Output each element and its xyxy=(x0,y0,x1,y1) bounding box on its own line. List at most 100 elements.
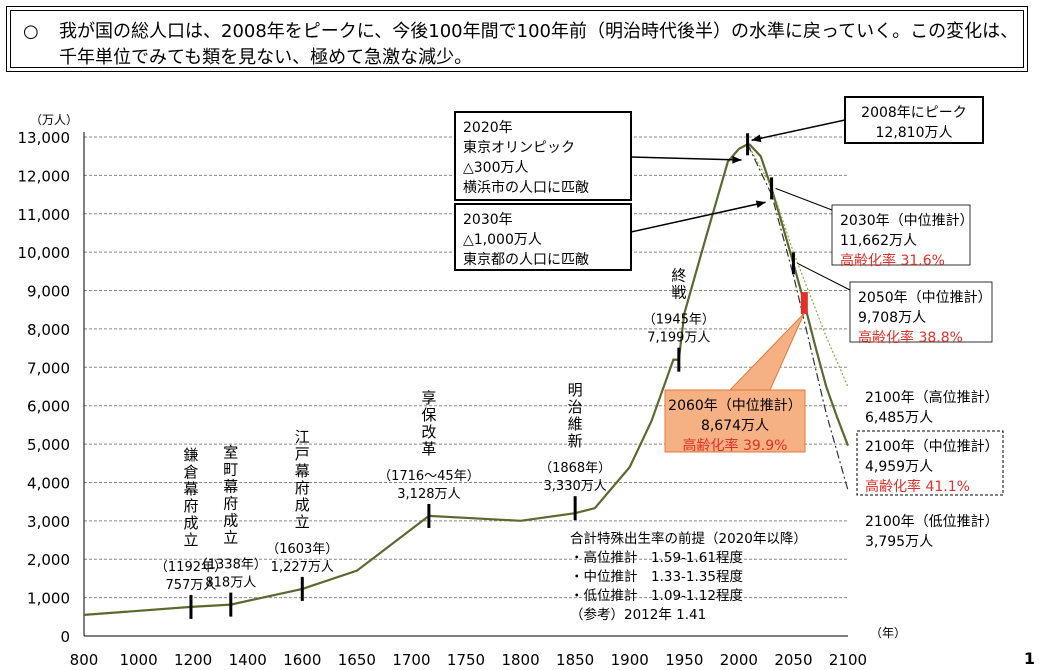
callout-box-mid2100 xyxy=(856,430,1004,496)
y-tick-label: 7,000 xyxy=(27,359,70,377)
event-label-char: 立 xyxy=(295,513,310,531)
x-tick-label: 800 xyxy=(70,651,99,669)
event-label-char: 革 xyxy=(421,440,436,458)
event-label-char: 府 xyxy=(223,495,238,513)
callout-text-olympic: △300万人 xyxy=(463,160,529,176)
event-label-char: 成 xyxy=(183,514,198,532)
callout-text-proj2050: 高齢化率 38.8% xyxy=(858,329,963,346)
callout-box-proj2030 xyxy=(831,204,971,266)
x-tick-label: 1600 xyxy=(283,651,321,669)
callout-box-proj2050 xyxy=(849,281,993,343)
fertility-note-line: ・高位推計 1.59-1.61程度 xyxy=(570,549,743,566)
callout-text-y2030_box: 2030年 xyxy=(463,212,513,228)
callout-text-proj2030: 高齢化率 31.6% xyxy=(840,252,945,269)
callout-box-proj2060 xyxy=(664,389,806,453)
fertility-note-line: 合計特殊出生率の前提（2020年以降） xyxy=(570,530,807,547)
event-sub-text: （1192年） xyxy=(155,560,227,575)
y-tick-label: 9,000 xyxy=(27,283,70,301)
callout-text-mid2100: 2100年（中位推計） xyxy=(865,439,999,455)
callout-text-proj2030: 2030年（中位推計） xyxy=(840,213,974,229)
callout-text-high2100: 2100年（高位推計） xyxy=(865,389,999,406)
event-label-char: 成 xyxy=(295,496,310,514)
y-tick-label: 0 xyxy=(60,628,70,646)
arrow-peak-head xyxy=(751,134,762,143)
event-sub-text: （1945年） xyxy=(643,313,715,328)
y-tick-label: 11,000 xyxy=(18,206,71,224)
callout-text-y2030_box: △1,000万人 xyxy=(463,232,542,248)
event-sub-text: 7,199万人 xyxy=(647,331,710,346)
event-label-char: 室 xyxy=(223,444,238,462)
x-tick-label: 2100 xyxy=(829,651,867,669)
event-label-char: 成 xyxy=(223,512,238,530)
event-label-char: 幕 xyxy=(223,478,238,496)
event-sub-text: 757万人 xyxy=(166,578,217,593)
callout-text-proj2060: 2060年（中位推計） xyxy=(668,398,802,414)
arrow-2030-head xyxy=(755,200,766,209)
event-label-char: 終 xyxy=(671,267,686,285)
event-label-char: 治 xyxy=(568,398,583,416)
event-sub-text: 3,128万人 xyxy=(397,487,460,502)
event-label-char: 府 xyxy=(183,497,198,515)
callout-text-olympic: 東京オリンピック xyxy=(463,140,575,156)
event-label-char: 享 xyxy=(421,389,436,407)
y-tick-label: 4,000 xyxy=(27,474,70,492)
x-tick-label: 1950 xyxy=(665,651,703,669)
x-tick-label: 2000 xyxy=(720,651,758,669)
arrow-olympic xyxy=(630,156,742,161)
event-label-char: 戦 xyxy=(671,284,686,302)
event-label-char: 鎌 xyxy=(183,446,198,464)
callout-2060-pointer xyxy=(728,312,805,391)
event-label-char: 維 xyxy=(568,415,583,433)
y-tick-label: 2,000 xyxy=(27,551,70,569)
callout-text-mid2100: 高齢化率 41.1% xyxy=(865,478,970,495)
series-line-actual xyxy=(83,143,850,616)
callout-text-proj2050: 2050年（中位推計） xyxy=(858,290,992,306)
callout-text-proj2060: 高齢化率 39.9% xyxy=(683,437,788,454)
x-tick-label: 2050 xyxy=(774,651,812,669)
event-label-char: 府 xyxy=(295,479,310,497)
callout-text-proj2030: 11,662万人 xyxy=(840,233,917,249)
x-tick-label: 1650 xyxy=(338,651,376,669)
arrow-peak xyxy=(751,119,846,142)
x-tick-label: 1850 xyxy=(556,651,594,669)
y-tick-label: 12,000 xyxy=(18,167,71,185)
series-line-high xyxy=(747,144,849,388)
y-axis-label: （万人） xyxy=(30,113,78,127)
callout-text-high2100: 6,485万人 xyxy=(865,410,933,426)
headline-box: ○ 我が国の総人口は、2008年をピークに、今後100年間で100年前（明治時代… xyxy=(6,6,1028,72)
x-axis-label: （年） xyxy=(870,626,906,640)
y-tick-label: 6,000 xyxy=(27,398,70,416)
callout-box-y2030_box xyxy=(454,203,632,271)
callout-text-olympic: 2020年 xyxy=(463,120,513,136)
callout-text-low2100: 3,795万人 xyxy=(865,534,933,550)
event-label-char: 戸 xyxy=(295,445,310,463)
event-label-char: 倉 xyxy=(183,463,198,481)
y-tick-label: 13,000 xyxy=(18,129,71,147)
arrow-olympic-head xyxy=(732,155,742,164)
event-sub-text: （1716～45年） xyxy=(378,469,480,484)
event-sub-text: 818万人 xyxy=(205,576,256,591)
y-tick-label: 3,000 xyxy=(27,513,70,531)
y-tick-label: 10,000 xyxy=(18,244,71,262)
event-sub-text: （1603年） xyxy=(266,542,338,557)
callout-box-high2100 xyxy=(856,381,996,427)
y-tick-label: 1,000 xyxy=(27,590,70,608)
callout-box-low2100 xyxy=(856,505,996,551)
x-tick-label: 1200 xyxy=(174,651,212,669)
leader-2030 xyxy=(775,187,833,211)
event-label-char: 明 xyxy=(568,381,583,399)
callout-text-mid2100: 4,959万人 xyxy=(865,459,933,475)
arrow-2030 xyxy=(630,201,766,233)
event-sub-text: （1338年） xyxy=(195,558,267,573)
callout-text-proj2060: 8,674万人 xyxy=(701,418,769,434)
x-tick-label: 1700 xyxy=(392,651,430,669)
event-label-char: 立 xyxy=(223,529,238,547)
y-tick-label: 5,000 xyxy=(27,436,70,454)
callout-text-low2100: 2100年（低位推計） xyxy=(865,514,999,530)
event-label-char: 新 xyxy=(568,432,583,450)
callout-text-proj2050: 9,708万人 xyxy=(858,310,926,326)
headline-text: 我が国の総人口は、2008年をピークに、今後100年間で100年前（明治時代後半… xyxy=(59,21,1019,68)
fertility-note-line: （参考）2012年 1.41 xyxy=(570,606,706,623)
event-sub-text: 3,330万人 xyxy=(544,479,607,494)
